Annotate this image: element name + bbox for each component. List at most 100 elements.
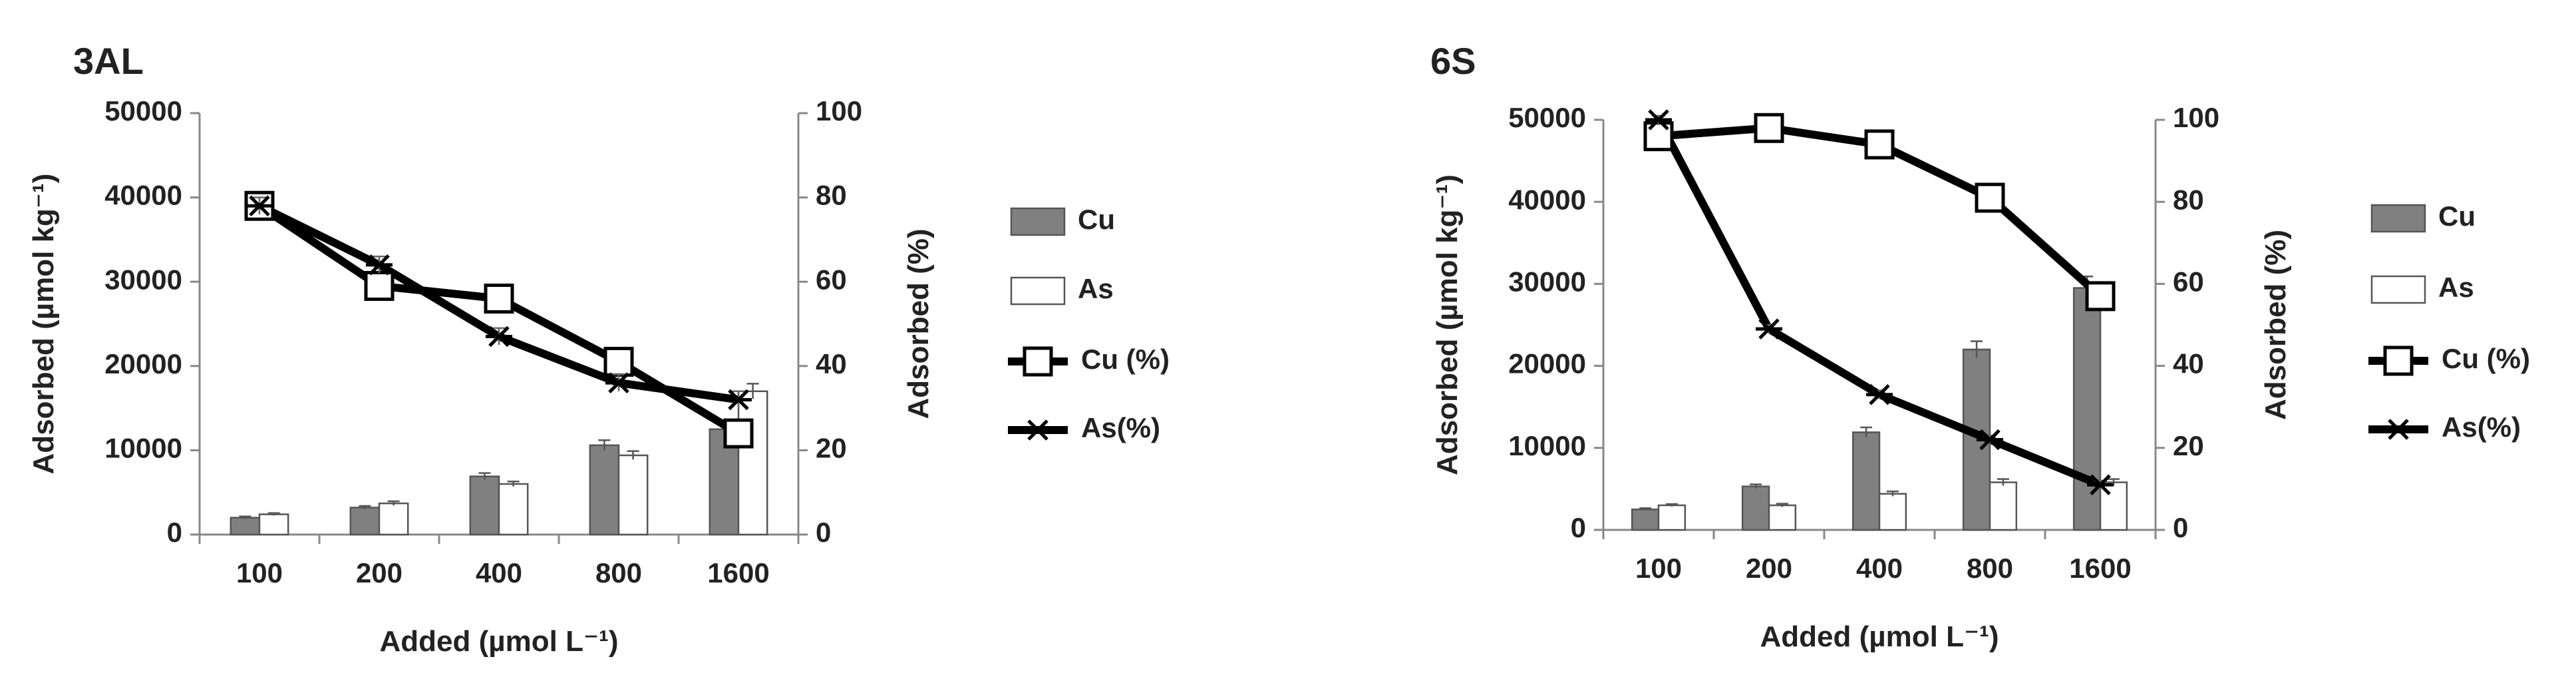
right-y-tick-label: 80 (816, 180, 847, 211)
bar-as (1878, 493, 1907, 531)
legend-marker-square (1023, 346, 1053, 377)
right-y-tick-label: 20 (2173, 430, 2204, 461)
legend-label: Cu (1078, 204, 1115, 235)
bar-as (498, 483, 529, 536)
left-y-axis-title: Adsorbed (µmol kg⁻¹) (1431, 174, 1464, 475)
marker-asterisk (1866, 383, 1893, 405)
marker-square (2085, 281, 2116, 312)
right-y-tick-label: 60 (2173, 266, 2204, 297)
marker-square (1975, 182, 2005, 213)
bar-cu (589, 444, 620, 536)
legend-asterisk-stroke (1027, 419, 1048, 441)
marker-asterisk-stroke (728, 389, 749, 411)
marker-square (484, 284, 514, 314)
marker-asterisk (1645, 109, 1672, 130)
legend-label: Cu (%) (1081, 343, 1170, 375)
x-tick-label: 200 (1746, 553, 1792, 584)
line-as-percent (1655, 118, 2102, 489)
marker-asterisk-stroke (1758, 318, 1780, 340)
marker-asterisk (725, 389, 752, 411)
bar-as (2099, 481, 2128, 531)
marker-asterisk-stroke (488, 326, 510, 347)
legend-label: Cu (%) (2442, 343, 2530, 374)
marker-asterisk (605, 372, 632, 393)
legend-label: As(%) (1081, 412, 1160, 443)
right-y-tick-label: 0 (816, 517, 831, 548)
marker-asterisk-stroke (249, 195, 270, 217)
bar-as (737, 390, 768, 536)
chart-title: 3AL (73, 40, 144, 82)
x-tick-label: 800 (595, 557, 642, 588)
right-y-tick-label: 60 (816, 264, 847, 295)
marker-square (723, 418, 754, 449)
legend-label: Cu (2438, 200, 2476, 232)
legend-swatch-cu (2370, 204, 2426, 233)
left-y-tick-label: 0 (167, 517, 182, 548)
right-y-tick-label: 20 (816, 432, 847, 463)
legend-asterisk-stroke (2388, 419, 2409, 440)
left-y-tick-label: 10000 (1508, 430, 1586, 461)
bar-as (1768, 504, 1797, 531)
bar-as (1657, 504, 1687, 531)
bar-cu (349, 507, 381, 536)
x-tick-label: 400 (1856, 553, 1903, 584)
right-y-tick-label: 100 (2173, 102, 2219, 133)
bar-as (1989, 481, 2018, 531)
bar-cu (469, 475, 500, 536)
left-y-tick-label: 20000 (104, 348, 182, 379)
chart-panel-1: 3AL 0 10000 20000 30000 40000 50000 0 20 40 60 80 10… (27, 40, 1170, 658)
left-y-tick-label: 0 (1571, 512, 1586, 543)
bar-as (617, 454, 649, 536)
bar-as (258, 513, 289, 536)
x-axis-title: Added (µmol L⁻¹) (380, 625, 619, 658)
x-tick-label: 400 (476, 557, 522, 588)
marker-asterisk-stroke (369, 254, 390, 276)
marker-asterisk (246, 195, 273, 217)
x-tick-label: 1600 (2069, 553, 2131, 584)
right-y-tick-label: 0 (2173, 512, 2188, 543)
right-y-axis-title: Adsorbed (%) (2259, 230, 2292, 420)
right-y-axis-title: Adsorbed (%) (902, 229, 935, 419)
x-tick-label: 1600 (707, 557, 769, 588)
legend-swatch-as (2370, 275, 2426, 304)
left-y-tick-label: 30000 (104, 264, 182, 295)
legend-label: As (1078, 273, 1114, 304)
marker-asterisk-stroke (608, 372, 629, 393)
legend-label: As(%) (2442, 411, 2521, 443)
bar-cu (1852, 431, 1881, 531)
left-y-tick-label: 40000 (1508, 184, 1586, 215)
legend-swatch-as (1010, 276, 1066, 306)
right-y-tick-label: 100 (816, 95, 862, 126)
right-y-tick-label: 80 (2173, 184, 2204, 215)
legend-marker-asterisk (1025, 419, 1051, 441)
marker-square (364, 271, 395, 302)
marker-square (1754, 113, 1784, 143)
left-y-tick-label: 50000 (1508, 102, 1586, 133)
marker-asterisk (486, 326, 512, 347)
chart-title: 6S (1430, 40, 1476, 82)
chart-panel-2: 6S 0 10000 20000 30000 40000 50000 0 20 40 60 80 100… (1430, 40, 2530, 653)
x-axis-title: Added (µmol L⁻¹) (1760, 620, 1999, 653)
x-tick-label: 100 (1635, 553, 1682, 584)
left-y-tick-label: 40000 (104, 180, 182, 211)
x-tick-label: 800 (1967, 553, 2013, 584)
left-y-tick-label: 30000 (1508, 266, 1586, 297)
marker-asterisk (1977, 429, 2003, 451)
marker-asterisk (366, 254, 393, 276)
left-y-axis-title: Adsorbed (µmol kg⁻¹) (27, 174, 60, 475)
marker-asterisk (1756, 318, 1782, 340)
bar-as (378, 502, 409, 536)
bar-cu (1631, 508, 1660, 531)
x-tick-label: 100 (236, 557, 283, 588)
legend-marker-square (2383, 345, 2414, 376)
legend-label: As (2438, 272, 2474, 303)
bar-cu (2072, 287, 2102, 531)
marker-asterisk-stroke (1869, 383, 1890, 405)
marker-asterisk-stroke (1648, 109, 1669, 130)
right-y-tick-label: 40 (816, 348, 847, 379)
legend-swatch-cu (1010, 207, 1066, 236)
bar-cu (230, 517, 261, 536)
left-y-tick-label: 50000 (104, 95, 182, 126)
